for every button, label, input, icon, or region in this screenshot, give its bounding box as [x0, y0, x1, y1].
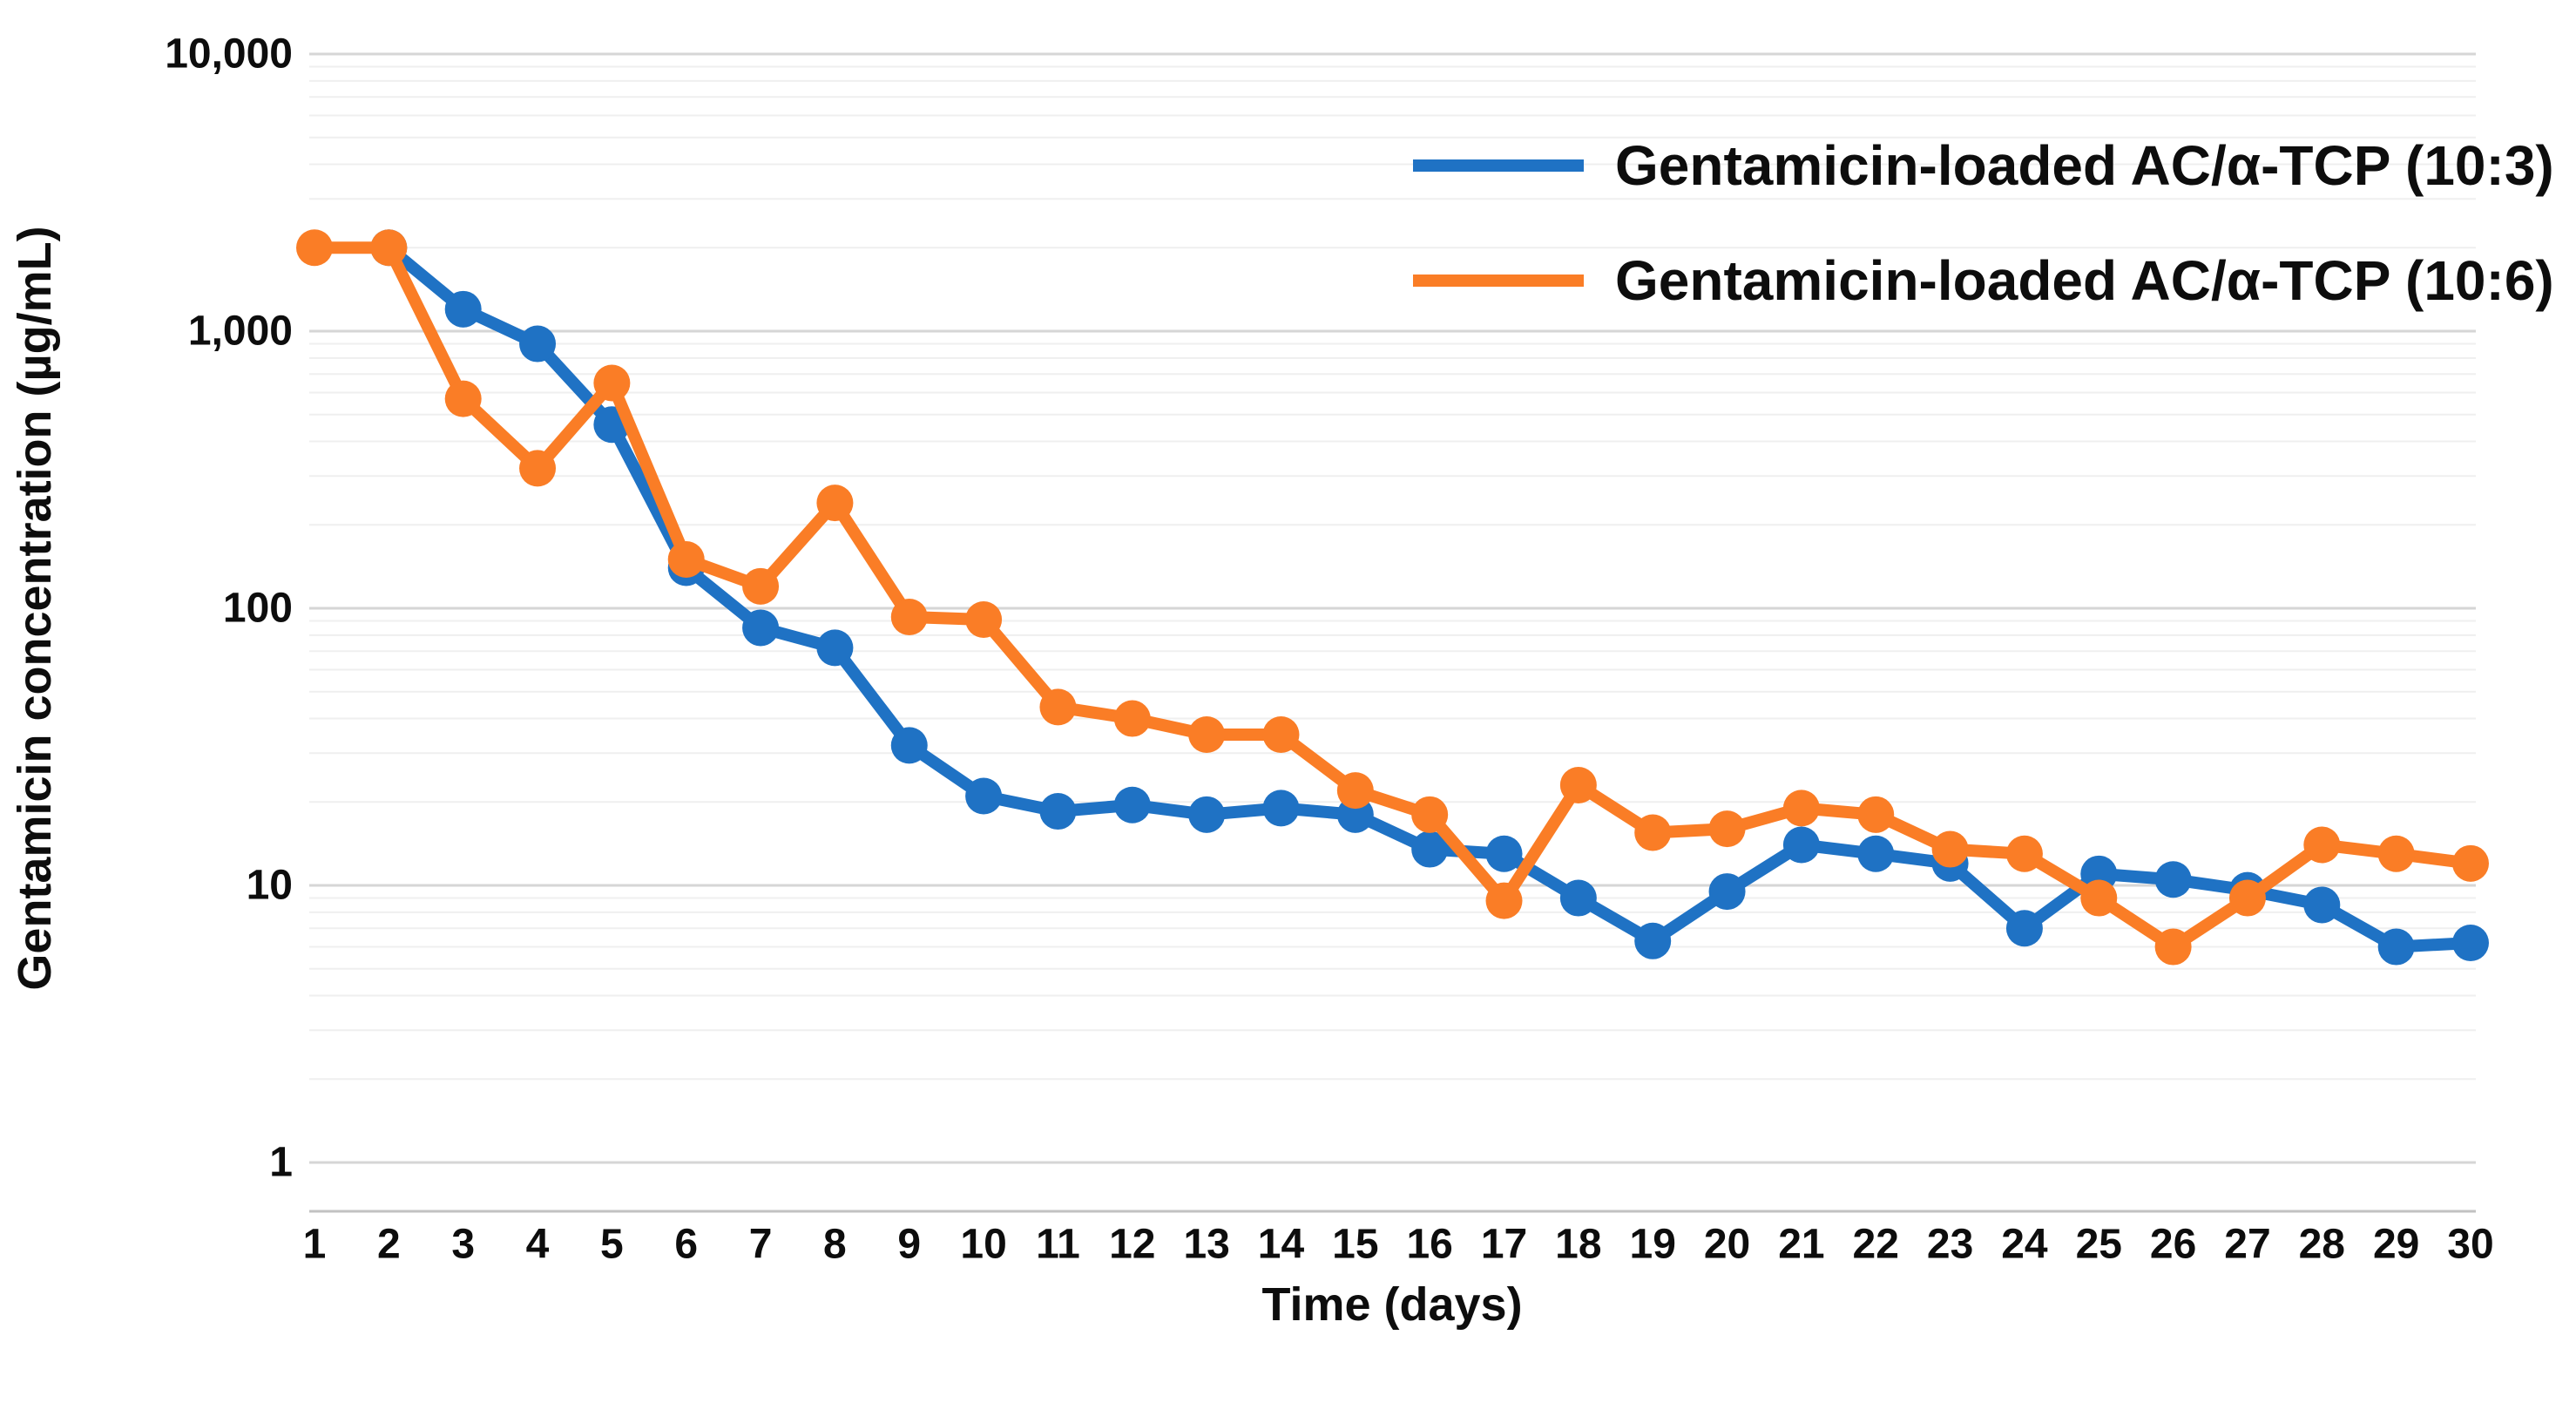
data-point-10-6: [444, 380, 482, 417]
legend-label-10-3: Gentamicin-loaded AC/α-TCP (10:3): [1615, 134, 2554, 197]
y-tick-label: 100: [223, 586, 293, 632]
data-point-10-6: [2228, 879, 2266, 917]
x-tick-label: 30: [2447, 1222, 2493, 1268]
data-point-10-6: [1782, 790, 1820, 827]
data-point-10-6: [370, 229, 408, 267]
data-point-10-3: [1113, 786, 1151, 824]
y-tick-label: 1: [269, 1140, 293, 1186]
x-tick-label: 11: [1036, 1222, 1080, 1268]
data-point-10-3: [965, 777, 1003, 815]
data-point-10-6: [593, 364, 631, 402]
data-point-10-6: [2080, 879, 2118, 917]
x-tick-label: 15: [1332, 1222, 1378, 1268]
data-point-10-3: [2154, 861, 2192, 898]
data-point-10-6: [890, 599, 928, 636]
data-point-10-6: [1262, 715, 1300, 753]
x-tick-label: 7: [749, 1222, 773, 1268]
x-tick-label: 1: [303, 1222, 327, 1268]
y-tick-label: 10,000: [165, 31, 293, 78]
data-point-10-3: [1857, 835, 1895, 872]
x-tick-label: 12: [1109, 1222, 1155, 1268]
x-tick-label: 17: [1481, 1222, 1527, 1268]
x-tick-label: 19: [1630, 1222, 1676, 1268]
data-point-10-3: [2005, 910, 2043, 947]
x-tick-label: 4: [526, 1222, 550, 1268]
x-tick-label: 16: [1406, 1222, 1452, 1268]
data-point-10-3: [1634, 922, 1672, 959]
y-axis-title: Gentamicin concentration (µg/mL): [9, 226, 61, 990]
data-point-10-6: [1485, 882, 1523, 919]
x-tick-label: 22: [1853, 1222, 1899, 1268]
legend-item-10-3: Gentamicin-loaded AC/α-TCP (10:3): [1413, 131, 2554, 200]
x-tick-label: 6: [674, 1222, 698, 1268]
x-tick-label: 26: [2150, 1222, 2196, 1268]
data-point-10-6: [1559, 766, 1597, 803]
data-point-10-3: [1262, 790, 1300, 827]
x-tick-label: 3: [451, 1222, 475, 1268]
x-tick-label: 14: [1258, 1222, 1305, 1268]
x-tick-label: 8: [823, 1222, 847, 1268]
data-point-10-6: [965, 601, 1003, 639]
data-point-10-6: [742, 567, 780, 605]
x-tick-label: 9: [897, 1222, 921, 1268]
data-point-10-3: [816, 629, 854, 667]
legend-label-10-6: Gentamicin-loaded AC/α-TCP (10:6): [1615, 249, 2554, 312]
data-point-10-6: [296, 229, 333, 267]
data-point-10-6: [1857, 796, 1895, 833]
data-point-10-6: [1411, 796, 1449, 833]
data-point-10-6: [1336, 772, 1374, 810]
data-point-10-3: [1411, 830, 1449, 868]
x-tick-label: 10: [960, 1222, 1006, 1268]
data-point-10-6: [2452, 844, 2489, 882]
data-point-10-6: [1188, 715, 1226, 753]
y-tick-label: 10: [247, 863, 293, 909]
data-point-10-3: [890, 727, 928, 764]
data-point-10-6: [1634, 814, 1672, 851]
x-axis-title: Time (days): [1261, 1278, 1522, 1331]
x-tick-label: 24: [2001, 1222, 2048, 1268]
data-point-10-3: [1559, 879, 1597, 917]
x-tick-label: 5: [600, 1222, 624, 1268]
data-point-10-6: [519, 450, 557, 487]
x-tick-label: 20: [1704, 1222, 1750, 1268]
data-point-10-6: [1931, 830, 1969, 868]
data-point-10-6: [667, 541, 705, 579]
x-tick-label: 13: [1183, 1222, 1229, 1268]
data-point-10-3: [1188, 796, 1226, 833]
data-point-10-6: [2154, 928, 2192, 966]
x-tick-label: 23: [1927, 1222, 1973, 1268]
legend-swatch-10-6: [1413, 274, 1584, 287]
data-point-10-6: [2303, 826, 2341, 864]
data-point-10-3: [742, 609, 780, 647]
x-tick-label: 29: [2373, 1222, 2419, 1268]
legend-swatch-10-3: [1413, 159, 1584, 172]
x-tick-label: 27: [2224, 1222, 2270, 1268]
data-point-10-3: [1039, 793, 1077, 830]
data-point-10-6: [2377, 835, 2415, 872]
data-point-10-3: [1782, 826, 1820, 864]
x-tick-label: 28: [2299, 1222, 2345, 1268]
data-point-10-3: [1485, 835, 1523, 872]
data-point-10-3: [444, 290, 482, 328]
x-tick-label: 2: [377, 1222, 401, 1268]
x-tick-label: 25: [2076, 1222, 2122, 1268]
data-point-10-3: [2303, 886, 2341, 924]
data-point-10-6: [1708, 810, 1746, 848]
legend-item-10-6: Gentamicin-loaded AC/α-TCP (10:6): [1413, 246, 2554, 315]
data-point-10-3: [2452, 925, 2489, 962]
data-point-10-6: [1039, 688, 1077, 726]
data-point-10-6: [2005, 835, 2043, 872]
x-tick-label: 18: [1555, 1222, 1601, 1268]
series-line-10-6: [308, 241, 2477, 953]
y-tick-label: 1,000: [188, 308, 293, 355]
data-point-10-3: [519, 325, 557, 363]
data-point-10-6: [816, 485, 854, 522]
x-tick-label: 21: [1778, 1222, 1824, 1268]
data-point-10-3: [2377, 928, 2415, 966]
data-point-10-6: [1113, 700, 1151, 737]
data-point-10-3: [1708, 873, 1746, 911]
